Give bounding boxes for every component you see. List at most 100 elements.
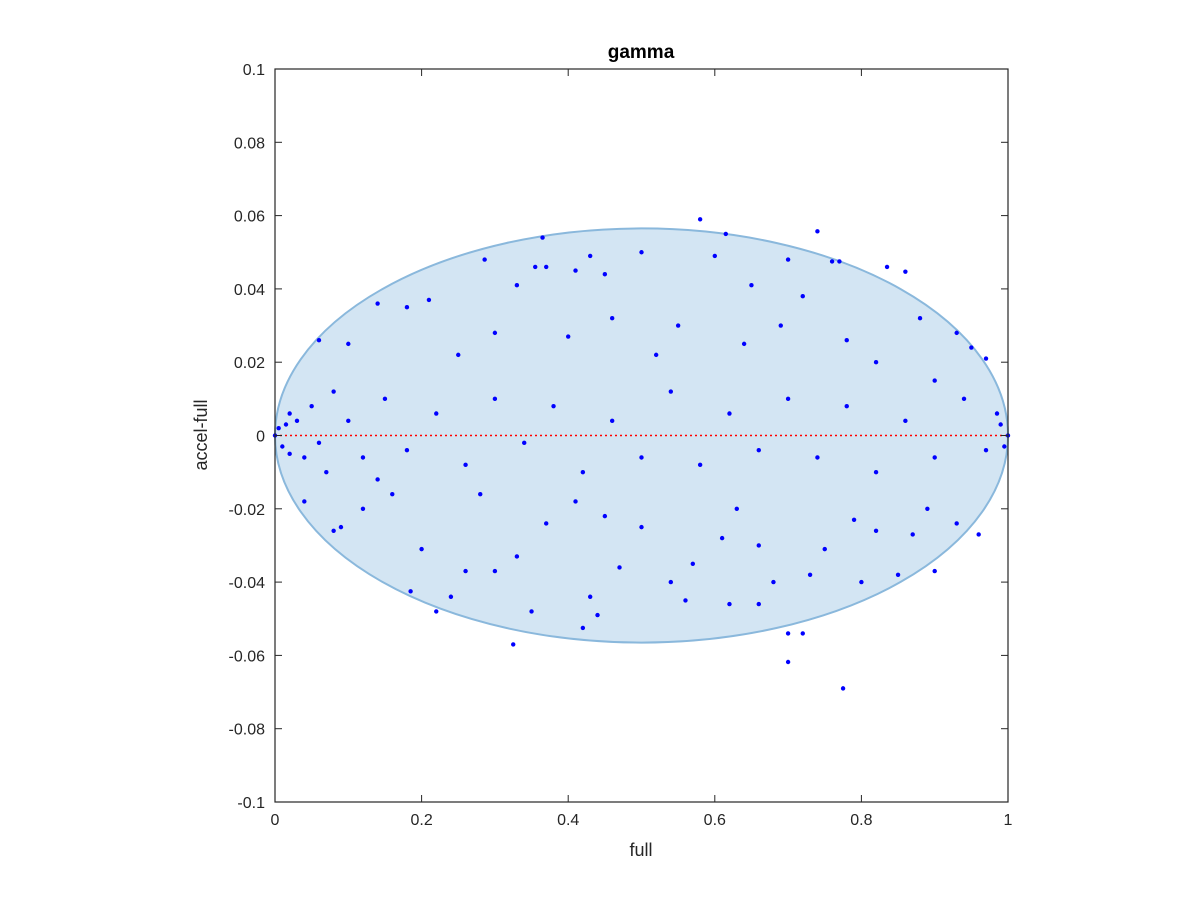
data-point	[456, 352, 461, 358]
data-point	[771, 579, 776, 585]
data-point	[844, 338, 849, 343]
data-point	[778, 323, 783, 328]
data-point	[840, 686, 846, 691]
data-point	[822, 546, 827, 552]
y-tick-label: 0.02	[234, 355, 265, 372]
data-point	[983, 447, 989, 453]
data-point	[727, 601, 732, 607]
y-tick-label: -0.1	[237, 795, 265, 812]
data-point	[331, 528, 336, 533]
y-tick-label: -0.04	[229, 575, 266, 592]
chart-title: gamma	[608, 42, 675, 63]
data-point	[390, 491, 395, 497]
data-point	[609, 316, 615, 321]
data-point	[807, 572, 813, 577]
data-point	[829, 259, 835, 264]
data-point	[566, 334, 571, 339]
data-point	[697, 462, 703, 468]
data-point	[540, 235, 545, 240]
data-point	[609, 418, 615, 424]
data-point	[815, 229, 820, 234]
data-point	[844, 403, 849, 409]
data-point	[595, 612, 600, 618]
data-point	[884, 264, 890, 270]
data-point	[903, 418, 908, 424]
data-point	[492, 330, 498, 336]
y-tick-label: 0.04	[234, 282, 265, 299]
data-point	[302, 455, 307, 460]
data-point	[617, 565, 622, 570]
data-point	[756, 601, 761, 607]
data-point	[382, 396, 388, 402]
data-point	[969, 345, 974, 350]
data-point	[529, 609, 534, 614]
data-point	[785, 631, 791, 636]
data-point	[404, 447, 410, 453]
y-axis-label: accel-full	[191, 399, 211, 470]
y-tick-label: -0.08	[229, 722, 266, 739]
data-point	[954, 521, 959, 526]
x-tick-label: 0.2	[410, 812, 432, 829]
data-point	[316, 338, 322, 343]
data-point	[954, 330, 959, 336]
data-point	[903, 269, 908, 274]
data-point	[639, 524, 644, 530]
data-point	[994, 411, 1000, 416]
data-point	[434, 609, 439, 614]
data-point	[408, 589, 413, 594]
y-tick-label: -0.06	[229, 648, 266, 665]
data-point	[976, 532, 981, 537]
data-point	[734, 506, 739, 511]
data-point	[859, 579, 864, 585]
data-point	[851, 517, 857, 522]
plot-area: 0 0.2 0.4 0.6 0.8 1 -0.1 -0.08 -0.06 -0.04 -0.02 0 0…	[229, 62, 1013, 829]
data-point	[683, 598, 688, 603]
data-point	[639, 250, 644, 255]
data-point	[910, 532, 915, 537]
data-point	[727, 411, 732, 416]
data-point	[324, 469, 329, 475]
data-point	[360, 506, 366, 511]
data-point	[544, 264, 549, 270]
data-point	[448, 594, 454, 599]
x-tick-label: 0	[271, 812, 280, 829]
data-point	[522, 440, 527, 446]
data-point	[917, 316, 923, 321]
data-point	[419, 546, 424, 552]
data-point	[287, 411, 292, 416]
data-point	[800, 631, 805, 636]
data-point	[316, 440, 322, 446]
data-point	[511, 642, 516, 647]
data-point	[426, 297, 432, 303]
data-point	[983, 356, 989, 361]
x-tick-label: 0.4	[557, 812, 579, 829]
data-point	[785, 659, 791, 665]
data-point	[533, 264, 538, 270]
data-point	[675, 323, 681, 328]
y-tick-label: -0.02	[229, 502, 266, 519]
data-point	[375, 301, 380, 306]
data-point	[785, 396, 791, 402]
data-point	[895, 572, 901, 577]
data-point	[492, 568, 498, 574]
y-tick-label: 0	[256, 429, 265, 446]
data-point	[360, 455, 366, 460]
data-point	[580, 625, 586, 631]
data-point	[346, 418, 351, 424]
x-tick-label: 1	[1004, 812, 1013, 829]
data-point	[668, 579, 674, 585]
x-tick-label: 0.6	[704, 812, 726, 829]
data-point	[1002, 444, 1007, 449]
data-point	[283, 422, 289, 427]
data-point	[478, 491, 483, 497]
data-point	[434, 411, 439, 416]
data-point	[492, 396, 498, 402]
data-point	[697, 217, 703, 222]
data-point	[602, 513, 608, 519]
data-point	[573, 499, 578, 504]
data-point	[463, 568, 468, 574]
data-point	[587, 594, 593, 599]
data-point	[331, 389, 336, 394]
data-point	[309, 403, 314, 409]
